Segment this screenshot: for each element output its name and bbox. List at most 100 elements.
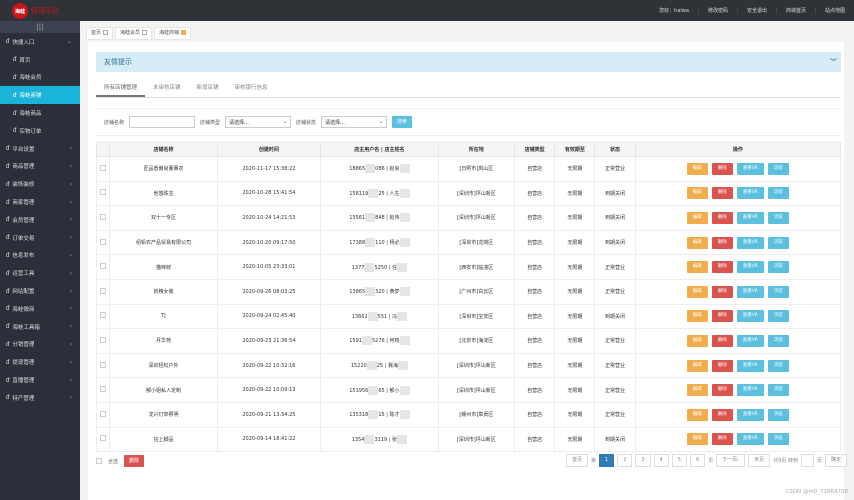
browse-button[interactable]: 浏览 [767,236,789,249]
row-checkbox[interactable] [100,287,107,294]
vr-button[interactable]: 查看VR [736,334,764,347]
row-checkbox[interactable] [100,361,107,368]
store-name-input[interactable] [129,116,196,128]
close-icon[interactable] [181,30,187,35]
edit-button[interactable]: 编辑 [686,211,708,224]
chevron-down-icon[interactable]: ︾ [830,58,837,66]
sidebar-item[interactable]: ᵭ 平台设置 ‹ [0,140,80,158]
sidebar-item[interactable]: ᵭ 会员管理 ‹ [0,211,80,229]
browse-button[interactable]: 浏览 [767,384,789,397]
top-link[interactable]: 修改密码 [697,7,737,14]
tab[interactable]: 新增店铺 [196,85,219,91]
page-6-button[interactable]: 6 [689,454,706,467]
row-checkbox[interactable] [100,213,107,220]
delete-button[interactable]: 删除 [711,211,733,224]
sidebar-item[interactable]: ᵭ 网站配置 ‹ [0,282,80,300]
browse-button[interactable]: 浏览 [767,310,789,323]
sidebar-item[interactable]: ᵭ 装饰装修 ‹ [0,175,80,193]
browse-button[interactable]: 浏览 [767,285,789,298]
sidebar-item[interactable]: ᵭ 海蛙微商 ‹ [0,300,80,318]
tab[interactable]: 未审核店铺 [153,85,181,91]
row-checkbox[interactable] [100,164,107,171]
sidebar-item[interactable]: ᵭ 首页 [0,51,80,69]
top-link[interactable]: 站点地图 [814,7,854,14]
row-checkbox[interactable] [100,386,107,393]
edit-button[interactable]: 编辑 [686,384,708,397]
delete-button[interactable]: 删除 [711,359,733,372]
browse-button[interactable]: 浏览 [767,211,789,224]
row-checkbox[interactable] [100,312,107,319]
delete-button[interactable]: 删除 [711,236,733,249]
page-tab[interactable]: 海蛙商铺 [154,27,192,40]
sidebar-item[interactable]: ᵭ 实物订单 [0,122,80,140]
vr-button[interactable]: 查看VR [736,211,764,224]
next-page-button[interactable]: 下一页› [716,454,746,467]
edit-button[interactable]: 编辑 [686,285,708,298]
sidebar-item[interactable]: ᵭ 运营工具 ‹ [0,264,80,282]
sidebar-item[interactable]: ᵭ 特产管理 ‹ [0,389,80,407]
store-type-select[interactable]: 请选择... ⌄ [225,116,292,128]
vr-button[interactable]: 查看VR [736,433,764,446]
go-button[interactable]: 确定 [824,454,847,467]
top-link[interactable]: 商城首页 [775,7,815,14]
vr-button[interactable]: 查看VR [736,359,764,372]
sidebar-item[interactable]: ᵭ 订单交易 ‹ [0,229,80,247]
sidebar-toggle[interactable]: ||| [0,21,80,33]
bulk-delete-button[interactable]: 删除 [124,455,145,467]
browse-button[interactable]: 浏览 [767,334,789,347]
sidebar-item[interactable]: ᵭ 快捷入口 ⌄ [0,33,80,51]
delete-button[interactable]: 删除 [711,285,733,298]
browse-button[interactable]: 浏览 [767,187,789,200]
vr-button[interactable]: 查看VR [736,162,764,175]
page-4-button[interactable]: 4 [653,454,669,467]
browse-button[interactable]: 浏览 [767,408,789,421]
top-link[interactable]: 安全退出 [736,7,776,14]
browse-button[interactable]: 浏览 [767,359,789,372]
sidebar-item[interactable]: ᵭ 海蛙工具箱 ‹ [0,318,80,336]
row-checkbox[interactable] [100,238,107,245]
close-icon[interactable] [142,30,148,35]
row-checkbox[interactable] [100,189,107,196]
sidebar-item[interactable]: ᵭ 提现管理 ‹ [0,353,80,371]
tip-alert[interactable]: 友情提示 ︾ [96,52,841,72]
vr-button[interactable]: 查看VR [736,236,764,249]
edit-button[interactable]: 编辑 [686,261,708,274]
delete-button[interactable]: 删除 [711,433,733,446]
page-5-button[interactable]: 5 [671,454,687,467]
sidebar-item[interactable]: ᵭ 分销管理 ‹ [0,336,80,354]
row-checkbox[interactable] [100,336,107,343]
edit-button[interactable]: 编辑 [686,187,708,200]
sidebar-item[interactable]: ᵭ 海蛙商铺 [0,86,80,105]
vr-button[interactable]: 查看VR [736,384,764,397]
search-button[interactable]: 搜索 [392,116,413,128]
select-all-checkbox[interactable] [96,458,102,464]
browse-button[interactable]: 浏览 [767,162,789,175]
row-checkbox[interactable] [100,410,107,417]
store-status-select[interactable]: 请选择... ⌄ [321,116,388,128]
delete-button[interactable]: 删除 [711,261,733,274]
vr-button[interactable]: 查看VR [736,408,764,421]
sidebar-item[interactable]: ᵭ 信息发布 ‹ [0,247,80,265]
edit-button[interactable]: 编辑 [686,310,708,323]
delete-button[interactable]: 删除 [711,187,733,200]
sidebar-item[interactable]: ᵭ 商品管理 ‹ [0,158,80,176]
goto-page-input[interactable] [800,454,814,467]
sidebar-item[interactable]: ᵭ 商家管理 ‹ [0,193,80,211]
tab[interactable]: 所有店铺管理 [96,80,146,97]
edit-button[interactable]: 编辑 [686,408,708,421]
delete-button[interactable]: 删除 [711,310,733,323]
last-page-button[interactable]: 末页 [748,454,771,467]
browse-button[interactable]: 浏览 [767,433,789,446]
edit-button[interactable]: 编辑 [686,433,708,446]
delete-button[interactable]: 删除 [711,162,733,175]
sidebar-item[interactable]: ᵭ 海蛙会员 [0,69,80,87]
edit-button[interactable]: 编辑 [686,334,708,347]
delete-button[interactable]: 删除 [711,334,733,347]
edit-button[interactable]: 编辑 [686,162,708,175]
edit-button[interactable]: 编辑 [686,359,708,372]
page-tab[interactable]: 海蛙会员 [115,27,153,40]
first-page-button[interactable]: 首页 [566,454,589,467]
sidebar-item[interactable]: ᵭ 直播管理 ‹ [0,371,80,389]
edit-button[interactable]: 编辑 [686,236,708,249]
page-tab[interactable]: 首页 [86,27,114,40]
